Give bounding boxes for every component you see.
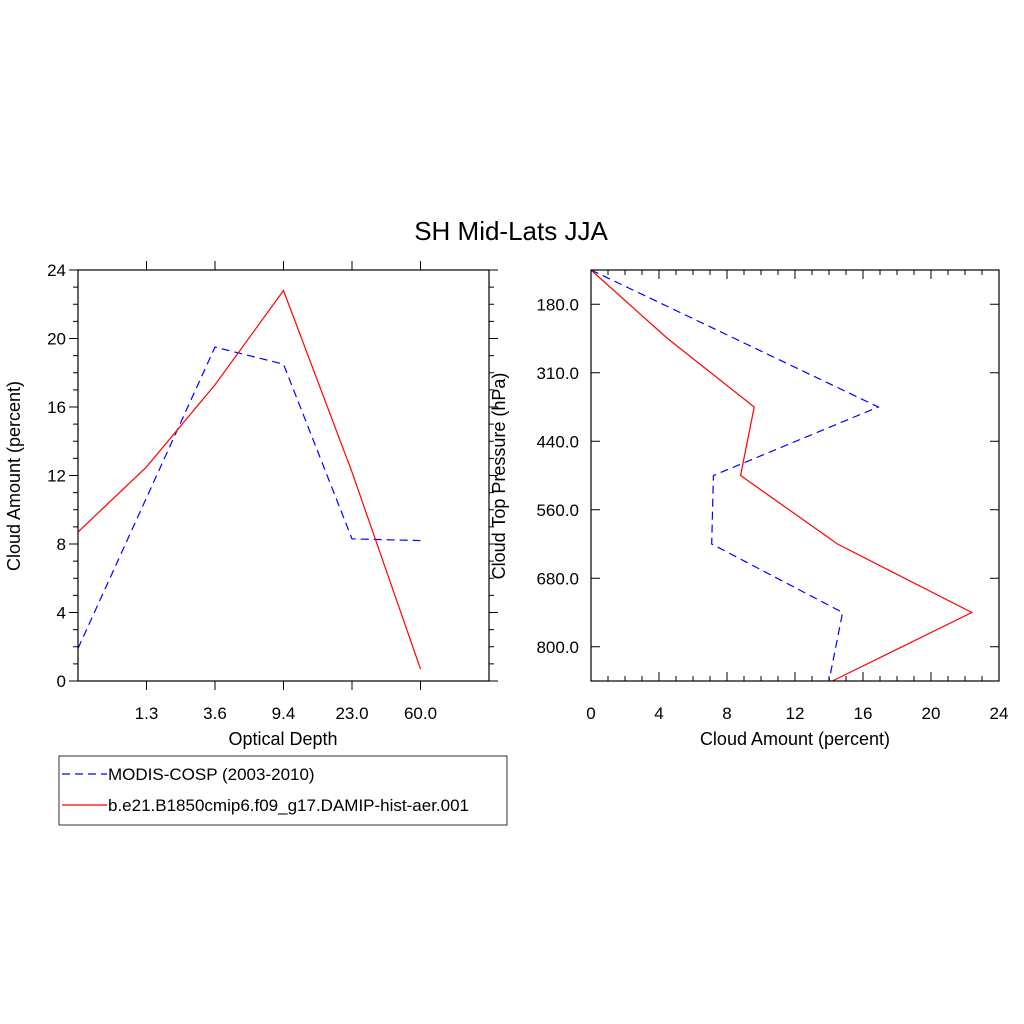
right-x-tick-label: 20 — [922, 704, 941, 723]
right-y-tick-label: 560.0 — [536, 501, 579, 520]
right-panel: 0 4 8 12 16 20 24 180.0 310.0 440.0 560.0 680.0 800.… — [489, 269, 1008, 749]
right-series-group — [590, 269, 974, 682]
left-x-tick-label: 1.3 — [135, 704, 159, 723]
left-y-tick-label: 0 — [57, 672, 66, 691]
left-y-axis-label: Cloud Amount (percent) — [4, 381, 24, 571]
left-x-tick-label: 60.0 — [404, 704, 437, 723]
left-x-tick-label: 9.4 — [272, 704, 296, 723]
left-y-tick-label: 8 — [57, 535, 66, 554]
left-series-group — [77, 289, 422, 670]
left-x-axis-label: Optical Depth — [228, 729, 337, 749]
right-x-axis-label: Cloud Amount (percent) — [700, 729, 890, 749]
right-y-tick-label: 680.0 — [536, 569, 579, 588]
right-x-tick-label: 16 — [854, 704, 873, 723]
right-x-tick-label: 12 — [786, 704, 805, 723]
right-y-tick-label: 440.0 — [536, 432, 579, 451]
left-x-tick-label: 3.6 — [203, 704, 227, 723]
right-y-tick-label: 180.0 — [536, 295, 579, 314]
legend-box — [58, 755, 508, 826]
legend-label-modis: MODIS-COSP (2003-2010) — [108, 765, 315, 784]
left-series-model-line — [77, 289, 422, 670]
right-y-axis-label: Cloud Top Pressure (hPa) — [489, 373, 509, 580]
right-plot-frame — [590, 269, 1000, 682]
left-series-modis-line — [77, 346, 421, 649]
right-ticks-group: 0 4 8 12 16 20 24 180.0 310.0 440.0 560.0 680.0 800.… — [536, 270, 1008, 723]
legend-label-model: b.e21.B1850cmip6.f09_g17.DAMIP-hist-aer.… — [108, 796, 469, 815]
right-x-tick-label: 24 — [990, 704, 1009, 723]
left-y-tick-label: 16 — [47, 398, 66, 417]
left-y-tick-label: 20 — [47, 330, 66, 349]
left-y-tick-label: 12 — [47, 467, 66, 486]
right-series-modis-line — [590, 269, 880, 682]
left-y-tick-label: 24 — [47, 261, 66, 280]
left-plot-frame — [77, 269, 490, 682]
right-y-tick-label: 310.0 — [536, 364, 579, 383]
left-x-tick-label: 23.0 — [335, 704, 368, 723]
left-ticks-group: 0 4 8 12 16 20 24 1.3 3.6 9.4 23.0 60.0 — [47, 261, 498, 723]
right-x-tick-label: 4 — [654, 704, 663, 723]
chart-title: SH Mid-Lats JJA — [414, 216, 608, 246]
legend: MODIS-COSP (2003-2010) b.e21.B1850cmip6.… — [58, 755, 508, 826]
right-series-model-line — [590, 269, 974, 682]
right-x-tick-label: 8 — [722, 704, 731, 723]
left-y-tick-label: 4 — [57, 604, 66, 623]
right-x-tick-label: 0 — [586, 704, 595, 723]
left-panel: 0 4 8 12 16 20 24 1.3 3.6 9.4 23.0 60.0 Optical Dep… — [4, 261, 498, 749]
right-y-tick-label: 800.0 — [536, 638, 579, 657]
